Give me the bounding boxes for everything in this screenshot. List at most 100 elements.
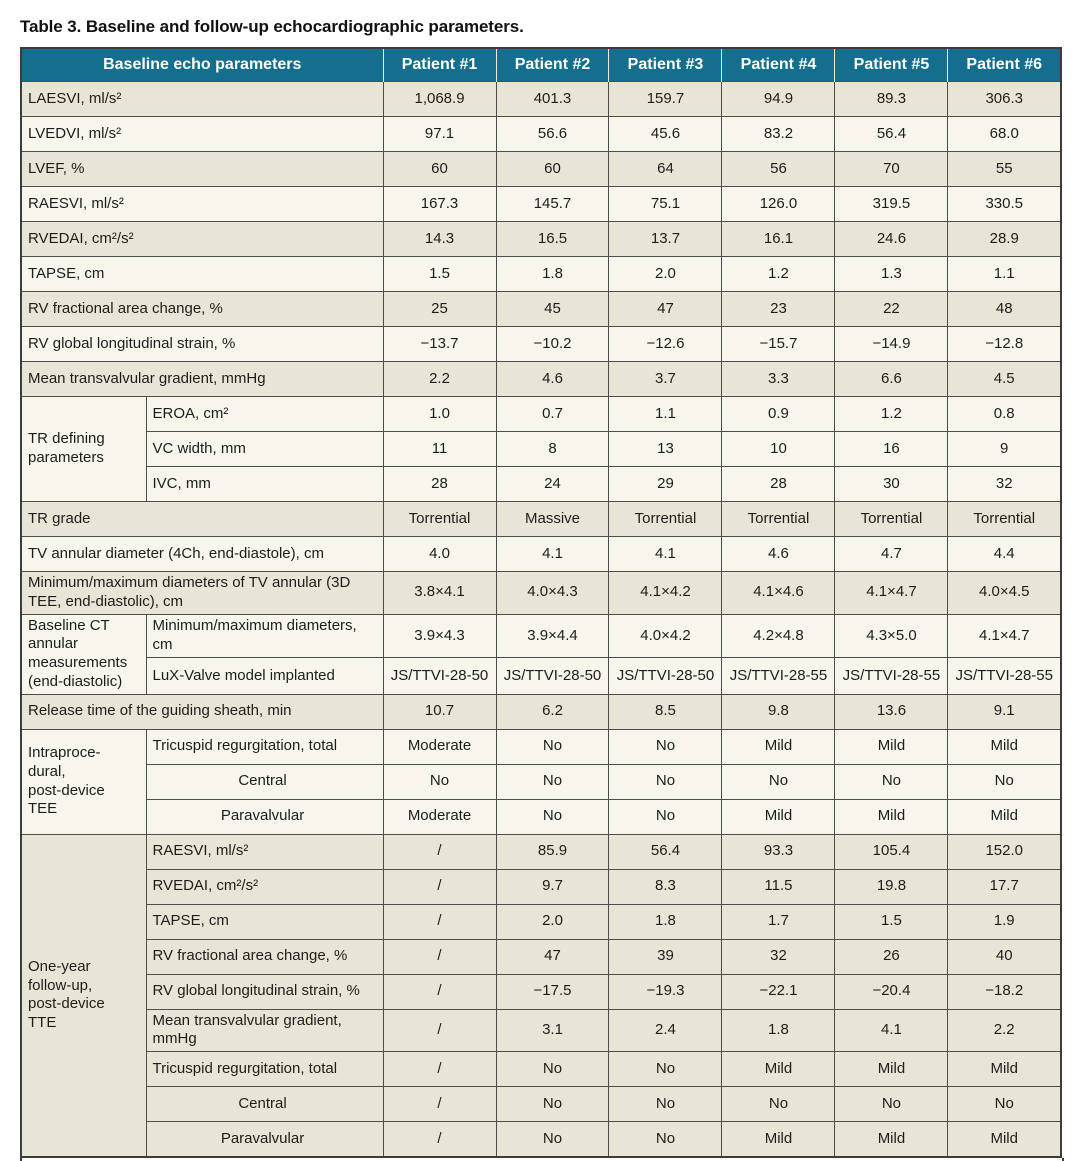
row-label: Central bbox=[145, 1086, 384, 1122]
table-row: RVEDAI, cm²/s² 14.3 16.5 13.7 16.1 24.6 28.9 bbox=[20, 221, 1062, 257]
table-row: Central / No No No No No bbox=[21, 1086, 1062, 1122]
cell-value: 32 bbox=[721, 938, 836, 975]
cell-value: 8.5 bbox=[608, 693, 723, 730]
cell-value: 1,068.9 bbox=[382, 81, 497, 117]
cell-value: 4.3×5.0 bbox=[834, 613, 949, 659]
cell-value: 167.3 bbox=[382, 186, 497, 222]
table-body: LAESVI, ml/s² 1,068.9 401.3 159.7 94.9 89.3 30… bbox=[20, 81, 1062, 1158]
cell-value: 94.9 bbox=[721, 81, 836, 117]
cell-value: 40 bbox=[947, 938, 1062, 975]
cell-value: −12.8 bbox=[947, 326, 1062, 362]
row-label: TV annular diameter (4Ch, end-diastole),… bbox=[20, 536, 384, 572]
cell-value: Mild bbox=[834, 728, 949, 765]
cell-value: 159.7 bbox=[608, 81, 723, 117]
row-label: Central bbox=[145, 763, 384, 800]
cell-value: 4.2×4.8 bbox=[721, 613, 836, 659]
cell-value: 13.6 bbox=[834, 693, 949, 730]
cell-value: 6.6 bbox=[834, 361, 949, 397]
cell-value: 17.7 bbox=[947, 868, 1062, 905]
cell-value: / bbox=[382, 938, 497, 975]
cell-value: 2.2 bbox=[947, 1008, 1062, 1052]
cell-value: 45 bbox=[495, 291, 610, 327]
row-label: Mean transvalvular gradient, mmHg bbox=[20, 361, 384, 397]
cell-value: Mild bbox=[721, 728, 836, 765]
footnote: CT: computed tomography; EROA: effective… bbox=[20, 1158, 1064, 1161]
cell-value: No bbox=[495, 1121, 610, 1158]
cell-value: 28 bbox=[382, 466, 497, 502]
cell-value: No bbox=[495, 728, 610, 765]
row-label: TAPSE, cm bbox=[20, 256, 384, 292]
cell-value: 3.3 bbox=[721, 361, 836, 397]
cell-value: No bbox=[608, 728, 723, 765]
row-label: RVEDAI, cm²/s² bbox=[20, 221, 384, 257]
table-header: Baseline echo parameters Patient #1 Patien… bbox=[21, 48, 1061, 82]
row-label: Paravalvular bbox=[145, 1121, 384, 1158]
cell-value: −12.6 bbox=[608, 326, 723, 362]
cell-value: 11 bbox=[382, 431, 497, 467]
cell-value: No bbox=[608, 1121, 723, 1158]
cell-value: No bbox=[608, 798, 723, 835]
cell-value: 4.1 bbox=[834, 1008, 949, 1052]
cell-value: 16 bbox=[834, 431, 949, 467]
row-label: Paravalvular bbox=[145, 798, 384, 835]
cell-value: 10.7 bbox=[382, 693, 497, 730]
cell-value: 330.5 bbox=[947, 186, 1062, 222]
cell-value: 401.3 bbox=[495, 81, 610, 117]
table-row: Mean transvalvular gradient, mmHg 2.2 4.6 3… bbox=[20, 361, 1062, 397]
cell-value: 75.1 bbox=[608, 186, 723, 222]
row-label: RV fractional area change, % bbox=[20, 291, 384, 327]
row-label: LuX-Valve model implanted bbox=[145, 657, 384, 695]
group-label: Baseline CT annular measurements (end-di… bbox=[20, 613, 147, 695]
cell-value: 1.2 bbox=[721, 256, 836, 292]
cell-value: Mild bbox=[721, 1051, 836, 1087]
cell-value: 2.0 bbox=[608, 256, 723, 292]
row-label: Tricuspid regurgitation, total bbox=[145, 1051, 384, 1087]
cell-value: 4.6 bbox=[721, 536, 836, 572]
row-label: RV global longitudinal strain, % bbox=[145, 973, 384, 1010]
row-label: LAESVI, ml/s² bbox=[20, 81, 384, 117]
cell-value: 56.6 bbox=[495, 116, 610, 152]
cell-value: 55 bbox=[947, 151, 1062, 187]
cell-value: 83.2 bbox=[721, 116, 836, 152]
cell-value: No bbox=[721, 1086, 836, 1122]
table-row: IVC, mm 28 24 29 28 30 32 bbox=[21, 466, 1062, 502]
cell-value: 1.5 bbox=[382, 256, 497, 292]
cell-value: 306.3 bbox=[947, 81, 1062, 117]
cell-value: 8.3 bbox=[608, 868, 723, 905]
cell-value: 28 bbox=[721, 466, 836, 502]
cell-value: 126.0 bbox=[721, 186, 836, 222]
row-label: Minimum/maximum diameters of TV annular … bbox=[20, 571, 384, 615]
cell-value: No bbox=[608, 1086, 723, 1122]
cell-value: Mild bbox=[947, 1051, 1062, 1087]
cell-value: Mild bbox=[721, 798, 836, 835]
cell-value: 13 bbox=[608, 431, 723, 467]
header-patient-6: Patient #6 bbox=[947, 48, 1061, 82]
cell-value: / bbox=[382, 1008, 497, 1052]
cell-value: Mild bbox=[947, 1121, 1062, 1158]
cell-value: 4.0×4.2 bbox=[608, 613, 723, 659]
cell-value: 89.3 bbox=[834, 81, 949, 117]
cell-value: 4.1×4.7 bbox=[947, 613, 1062, 659]
cell-value: 24.6 bbox=[834, 221, 949, 257]
row-label: RV global longitudinal strain, % bbox=[20, 326, 384, 362]
cell-value: Mild bbox=[834, 1051, 949, 1087]
table-row: RV fractional area change, %/47 39 32 26 40 bbox=[21, 938, 1062, 975]
cell-value: 3.1 bbox=[495, 1008, 610, 1052]
row-label: Release time of the guiding sheath, min bbox=[20, 693, 384, 730]
cell-value: −18.2 bbox=[947, 973, 1062, 1010]
header-patient-2: Patient #2 bbox=[495, 48, 609, 82]
cell-value: 10 bbox=[721, 431, 836, 467]
cell-value: 0.9 bbox=[721, 396, 836, 432]
table-row: LVEDVI, ml/s² 97.1 56.6 45.6 83.2 56.4 68.0 bbox=[20, 116, 1062, 152]
cell-value: JS/TTVI-28-55 bbox=[947, 657, 1062, 695]
table-row: LAESVI, ml/s² 1,068.9 401.3 159.7 94.9 89.3 30… bbox=[20, 81, 1062, 117]
cell-value: 32 bbox=[947, 466, 1062, 502]
table-row: Paravalvular Moderate No No Mild Mild Mild bbox=[21, 798, 1062, 835]
cell-value: / bbox=[382, 1121, 497, 1158]
cell-value: 22 bbox=[834, 291, 949, 327]
cell-value: 3.9×4.3 bbox=[382, 613, 497, 659]
table-row: RV global longitudinal strain, % / −17.5 −1… bbox=[21, 973, 1062, 1010]
cell-value: No bbox=[495, 1051, 610, 1087]
row-label: RV fractional area change, % bbox=[145, 938, 384, 975]
cell-value: 4.4 bbox=[947, 536, 1062, 572]
